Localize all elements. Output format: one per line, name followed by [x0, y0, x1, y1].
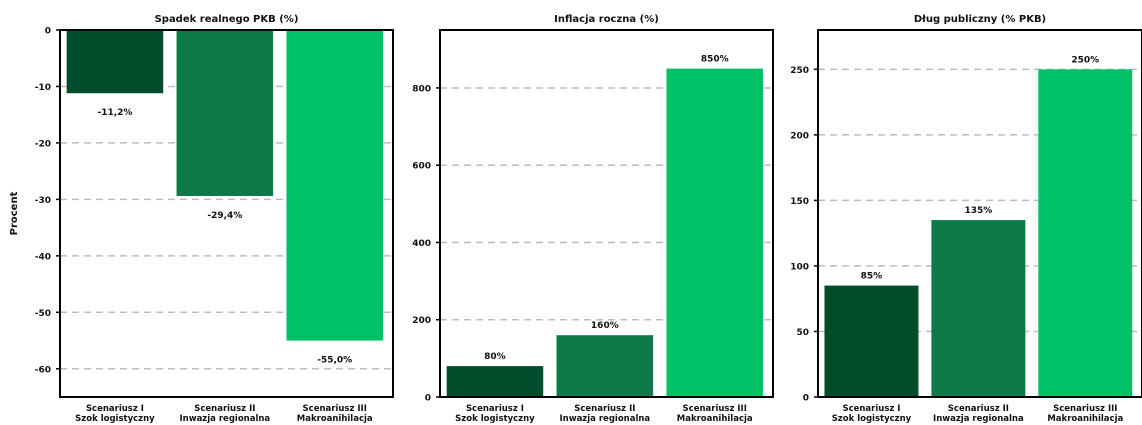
category-label: Scenariusz II — [574, 404, 635, 414]
y-tick-label: 0 — [425, 394, 431, 404]
y-tick-label: 50 — [796, 328, 809, 338]
y-tick-label: 0 — [45, 27, 51, 37]
chart-title: Inflacja roczna (%) — [554, 14, 659, 25]
category-label: Szok logistyczny — [455, 414, 535, 424]
y-tick-label: 400 — [412, 239, 431, 249]
bar — [176, 30, 274, 196]
y-tick-label: -50 — [35, 309, 51, 319]
bar — [286, 30, 384, 341]
category-label: Szok logistyczny — [832, 414, 912, 424]
category-label: Scenariusz I — [842, 404, 900, 414]
data-label: 80% — [484, 352, 506, 362]
category-label: Scenariusz III — [1053, 404, 1117, 414]
bar — [446, 366, 544, 397]
category-label: Scenariusz III — [303, 404, 367, 414]
y-tick-label: 150 — [790, 197, 809, 207]
y-tick-label: 200 — [790, 131, 809, 141]
y-tick-label: 0 — [803, 394, 809, 404]
data-label: 850% — [701, 55, 729, 65]
y-tick-label: 100 — [790, 262, 809, 272]
y-tick-label: 250 — [790, 66, 809, 76]
bar — [666, 68, 764, 397]
category-label: Scenariusz I — [86, 404, 144, 414]
y-tick-label: 200 — [412, 316, 431, 326]
y-axis-label: Procent — [9, 191, 20, 235]
data-label: 160% — [591, 321, 619, 331]
bar — [556, 335, 654, 397]
axes-frame — [439, 29, 774, 398]
category-label: Scenariusz II — [948, 404, 1009, 414]
category-label: Scenariusz III — [683, 404, 747, 414]
bar — [931, 220, 1026, 397]
y-tick-label: -30 — [35, 196, 51, 206]
category-label: Szok logistyczny — [75, 414, 155, 424]
data-label: 250% — [1071, 55, 1099, 65]
y-tick-label: 800 — [412, 84, 431, 94]
category-label: Scenariusz I — [466, 404, 524, 414]
y-tick-label: 600 — [412, 162, 431, 172]
category-label: Inwazja regionalna — [933, 414, 1024, 424]
data-label: -55,0% — [317, 356, 352, 366]
category-label: Inwazja regionalna — [560, 414, 651, 424]
data-label: 135% — [964, 206, 992, 216]
category-label: Makroanihilacja — [677, 414, 753, 424]
data-label: -11,2% — [97, 108, 132, 118]
category-label: Inwazja regionalna — [180, 414, 271, 424]
category-label: Makroanihilacja — [297, 414, 373, 424]
chart-title: Dług publiczny (% PKB) — [914, 14, 1046, 25]
chart-title: Spadek realnego PKB (%) — [155, 14, 299, 25]
y-tick-label: -20 — [35, 139, 51, 149]
y-tick-label: -40 — [35, 252, 51, 262]
data-label: 85% — [861, 272, 883, 282]
y-tick-label: -10 — [35, 83, 51, 93]
bar — [1038, 69, 1133, 398]
data-label: -29,4% — [207, 211, 242, 221]
axes-frame — [817, 29, 1142, 398]
category-label: Makroanihilacja — [1047, 414, 1123, 424]
y-tick-label: -60 — [35, 365, 51, 375]
bar — [824, 285, 919, 397]
category-label: Scenariusz II — [194, 404, 255, 414]
axes-frame — [59, 29, 394, 398]
bar — [66, 30, 164, 94]
